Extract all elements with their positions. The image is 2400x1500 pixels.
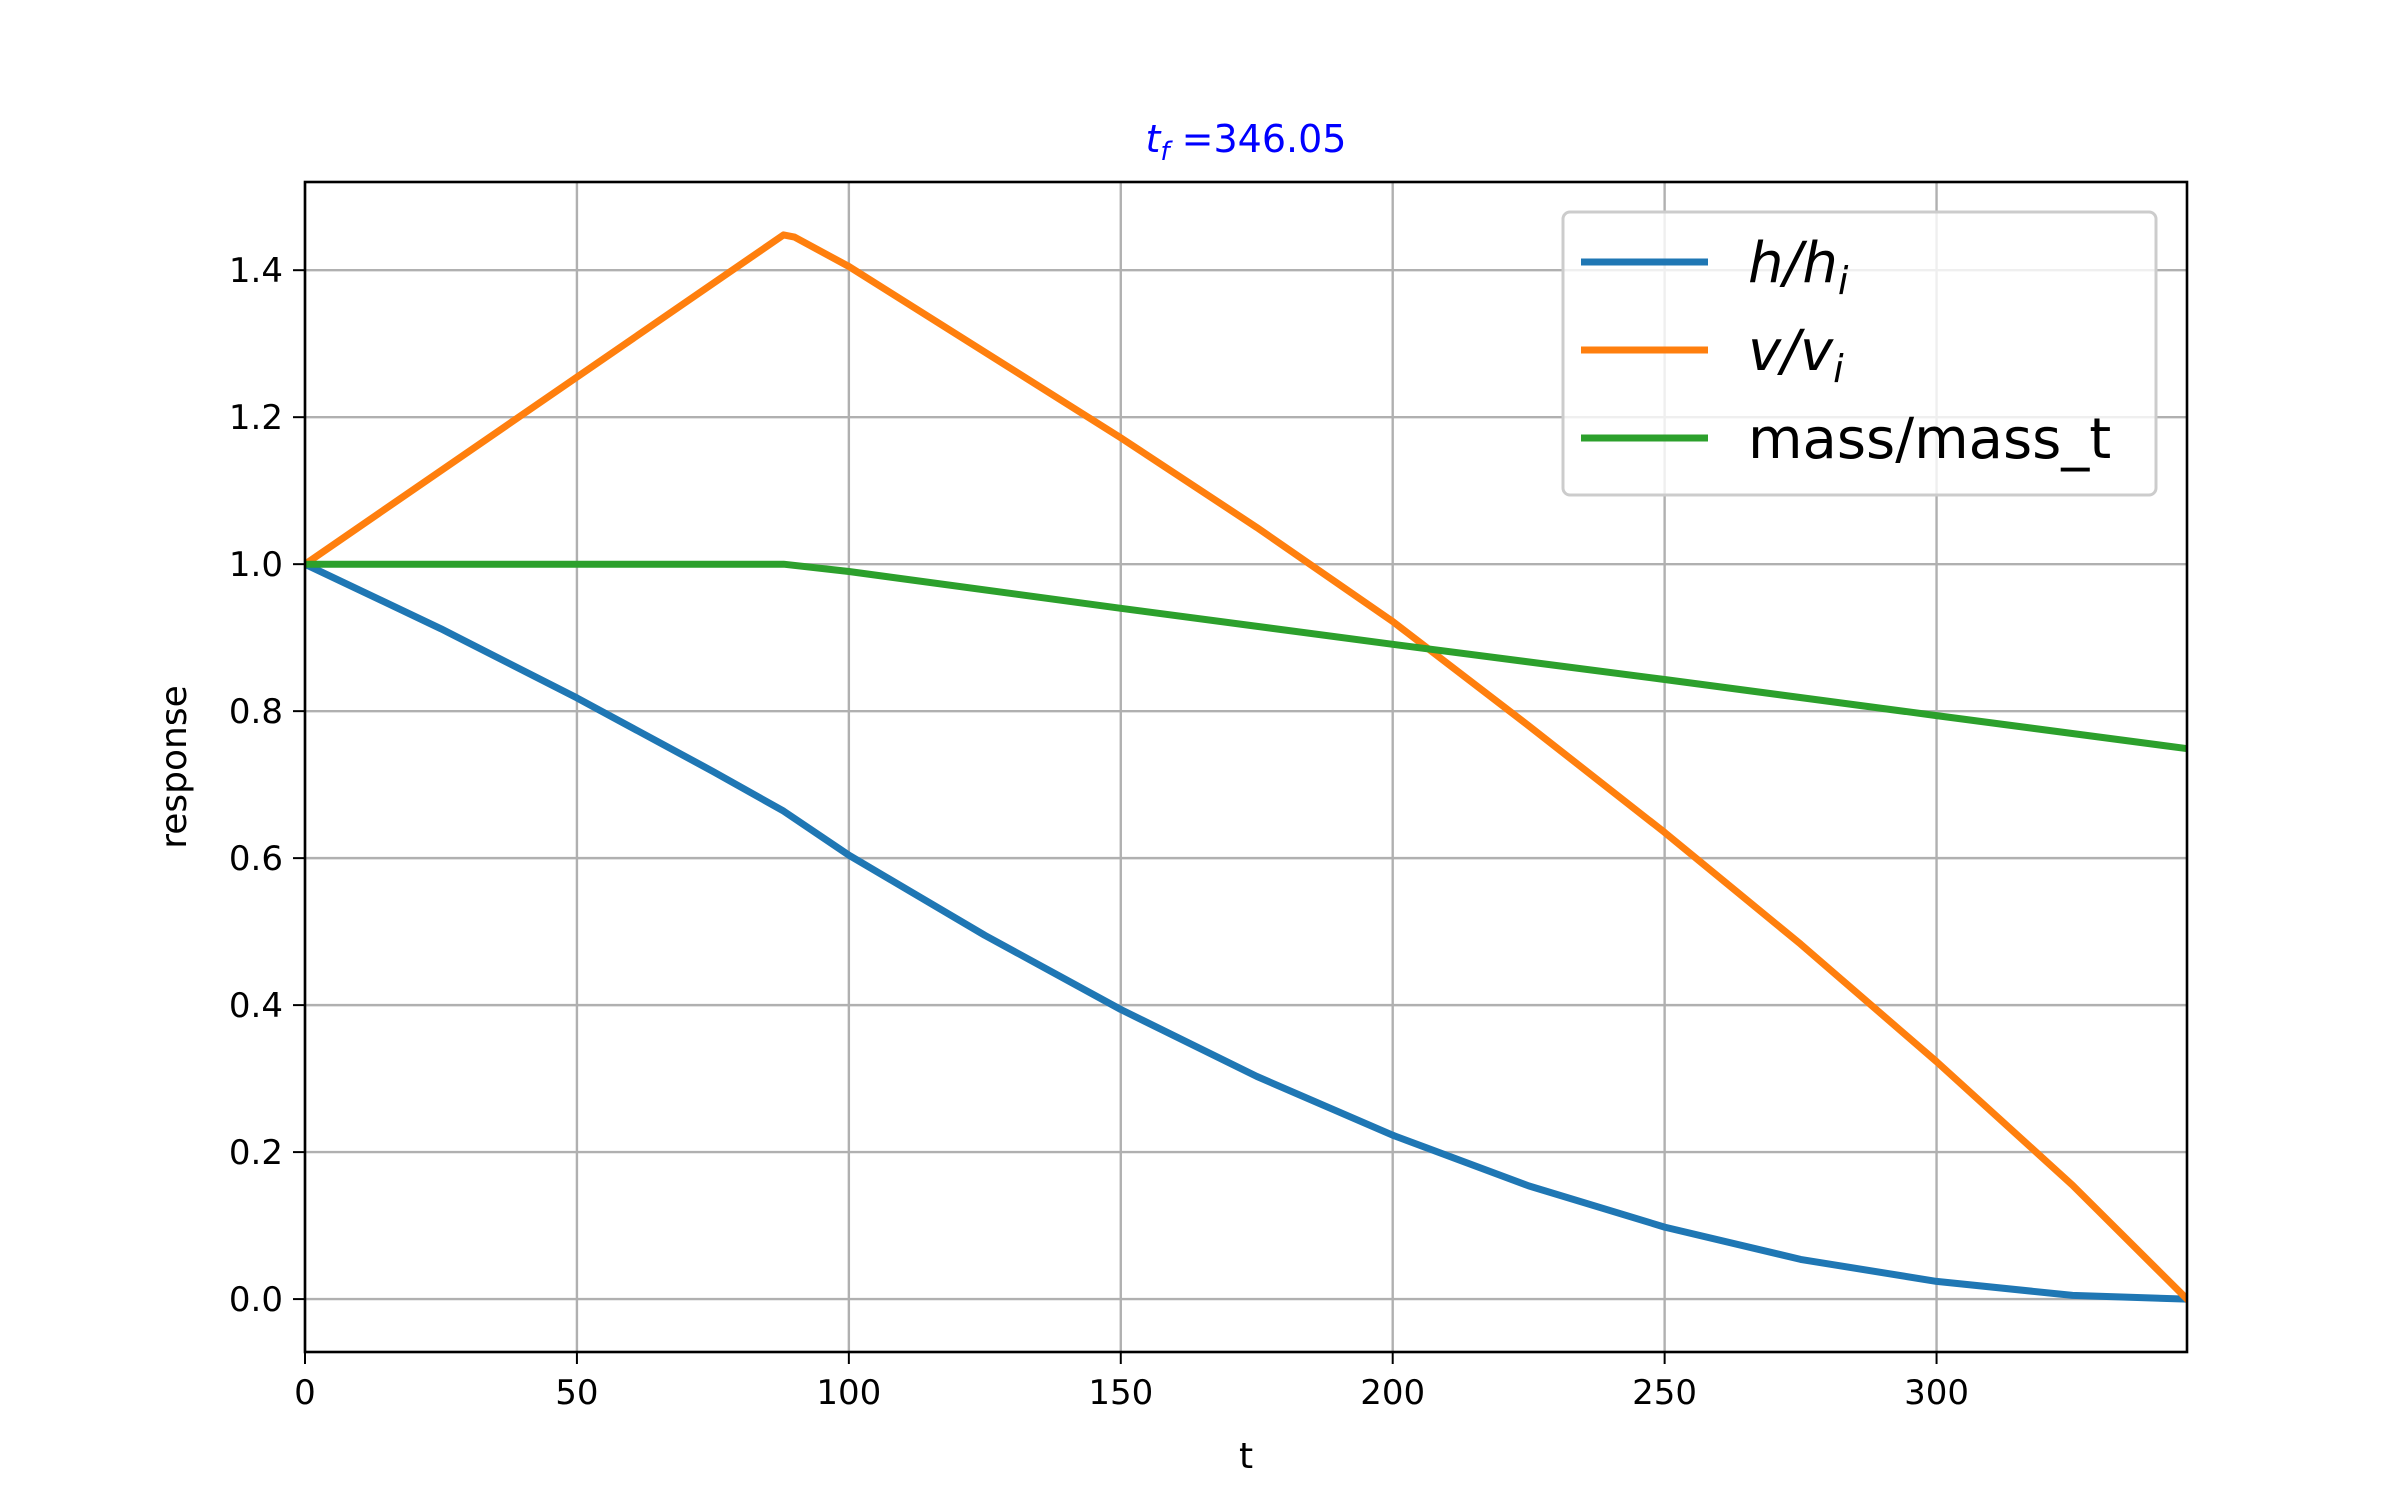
y-tick-label: 1.2 [229, 398, 283, 438]
axis-ticks: 0 50 100 150 200 250 300 0.0 0.2 0.4 0.6 0.8 1.0 1.2 1… [229, 251, 1969, 1413]
legend-label-h-h-i: h/hi [1748, 231, 1849, 303]
series-layer [305, 231, 2187, 1305]
plot-frame [303, 180, 2189, 1354]
legend-label-v-v-i: v/vi [1748, 319, 1844, 391]
y-tick-label: 1.4 [229, 251, 283, 291]
series-line-h-h-i [305, 560, 2187, 1303]
y-axis-label: response [154, 685, 195, 849]
legend-label-mass-mass-t: mass/mass_t [1748, 407, 2111, 472]
legend-entries: h/hi v/vi mass/mass_t [1581, 231, 2111, 472]
y-tick-label: 0.6 [229, 839, 283, 879]
series-line-v-v-i [305, 231, 2187, 1305]
x-tick-label: 200 [1360, 1373, 1425, 1413]
y-tick-label: 0.8 [229, 692, 283, 732]
chart-title: tf =346.05 [1146, 117, 1347, 167]
legend-box [1561, 210, 2158, 497]
x-tick-label: 300 [1904, 1373, 1969, 1413]
x-tick-label: 250 [1632, 1373, 1697, 1413]
x-tick-label: 50 [555, 1373, 598, 1413]
x-axis-label: t [1239, 1436, 1253, 1477]
y-tick-label: 0.4 [229, 986, 283, 1026]
x-tick-label: 100 [816, 1373, 881, 1413]
series-line-mass-mass-t [305, 560, 2187, 753]
y-tick-label: 0.2 [229, 1133, 283, 1173]
x-tick-label: 150 [1088, 1373, 1153, 1413]
legend: h/hi v/vi mass/mass_t [1561, 210, 2158, 497]
y-tick-label: 0.0 [229, 1280, 283, 1320]
y-tick-label: 1.0 [229, 545, 283, 585]
x-tick-label: 0 [294, 1373, 316, 1413]
